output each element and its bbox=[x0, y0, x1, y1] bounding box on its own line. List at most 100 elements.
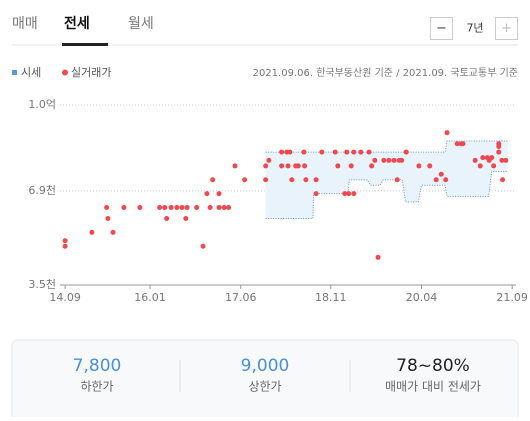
tab-underline bbox=[62, 43, 108, 46]
x-tick-label: 16.01 bbox=[134, 291, 166, 304]
transaction-point bbox=[416, 163, 422, 169]
transaction-point bbox=[266, 157, 272, 163]
transaction-point bbox=[263, 163, 269, 169]
y-tick-label: 1.0억 bbox=[28, 98, 56, 111]
transaction-point bbox=[216, 204, 222, 210]
transaction-point bbox=[472, 157, 478, 163]
x-tick-label: 18.11 bbox=[315, 291, 347, 304]
transaction-point bbox=[179, 204, 185, 210]
transaction-point bbox=[216, 191, 222, 197]
transaction-point bbox=[157, 204, 163, 210]
summary-value: 78~80% bbox=[396, 356, 470, 376]
transaction-point bbox=[302, 163, 308, 169]
transaction-point bbox=[287, 149, 293, 155]
transaction-point bbox=[369, 163, 375, 169]
transaction-point bbox=[210, 177, 216, 183]
summary-label: 하한가 bbox=[80, 380, 113, 394]
transaction-point bbox=[489, 155, 495, 161]
legend-label: 실거래가 bbox=[71, 66, 111, 79]
transaction-point bbox=[346, 191, 352, 197]
transaction-point bbox=[460, 141, 466, 147]
band-upper bbox=[265, 140, 508, 153]
transaction-point bbox=[500, 177, 506, 183]
transaction-point bbox=[444, 130, 450, 136]
transaction-point bbox=[104, 204, 110, 210]
transaction-point bbox=[381, 157, 387, 163]
legend-swatch bbox=[12, 70, 17, 75]
transaction-point bbox=[344, 149, 350, 155]
transaction-point bbox=[313, 177, 319, 183]
transaction-point bbox=[226, 204, 232, 210]
x-tick-label: 17.06 bbox=[225, 291, 257, 304]
transaction-point bbox=[204, 191, 210, 197]
summary-box bbox=[11, 339, 519, 421]
transaction-point bbox=[351, 149, 357, 155]
transaction-point bbox=[332, 149, 338, 155]
transaction-point bbox=[183, 216, 189, 222]
transaction-point bbox=[279, 149, 285, 155]
transaction-point bbox=[289, 177, 295, 183]
transaction-point bbox=[121, 204, 127, 210]
transaction-point bbox=[105, 216, 111, 222]
transaction-point bbox=[162, 204, 168, 210]
transaction-point bbox=[313, 191, 319, 197]
transaction-point bbox=[200, 243, 206, 249]
transaction-point bbox=[348, 163, 354, 169]
price-band bbox=[265, 141, 508, 219]
transaction-point bbox=[232, 163, 238, 169]
transaction-point bbox=[342, 191, 348, 197]
transaction-point bbox=[62, 238, 68, 244]
transaction-point bbox=[285, 163, 291, 169]
transaction-point bbox=[303, 177, 309, 183]
transaction-point bbox=[62, 243, 68, 249]
transaction-point bbox=[110, 229, 116, 235]
tab-active[interactable]: 전세 bbox=[64, 15, 90, 32]
transaction-point bbox=[375, 254, 381, 260]
legend-label: 시세 bbox=[21, 66, 41, 79]
transaction-point bbox=[279, 163, 285, 169]
plus-button[interactable] bbox=[495, 17, 518, 40]
x-tick-label: 14.09 bbox=[49, 291, 81, 304]
transaction-point bbox=[221, 204, 227, 210]
transaction-point bbox=[89, 229, 95, 235]
tab[interactable]: 월세 bbox=[128, 16, 154, 32]
transaction-point bbox=[477, 163, 483, 169]
transaction-point bbox=[301, 149, 307, 155]
minus-icon: − bbox=[436, 21, 447, 36]
minus-button[interactable] bbox=[430, 17, 453, 40]
transaction-point bbox=[263, 177, 269, 183]
transaction-point bbox=[394, 177, 400, 183]
source-note: 2021.09.06. 한국부동산원 기준 / 2021.09. 국토교통부 기… bbox=[253, 67, 518, 79]
x-tick-label: 20.04 bbox=[406, 291, 438, 304]
transaction-point bbox=[319, 149, 325, 155]
transaction-point bbox=[372, 157, 378, 163]
transaction-point bbox=[174, 204, 180, 210]
transaction-point bbox=[433, 177, 439, 183]
transaction-point bbox=[137, 204, 143, 210]
transaction-point bbox=[399, 157, 405, 163]
transaction-point bbox=[438, 171, 444, 177]
transaction-point bbox=[443, 177, 449, 183]
transaction-point bbox=[335, 163, 341, 169]
transaction-point bbox=[164, 216, 170, 222]
transaction-point bbox=[295, 163, 301, 169]
summary-value: 7,800 bbox=[73, 356, 122, 376]
band-lower bbox=[265, 170, 508, 220]
transaction-point bbox=[427, 163, 433, 169]
transaction-point bbox=[391, 157, 397, 163]
transaction-point bbox=[194, 204, 200, 210]
transaction-point bbox=[403, 149, 409, 155]
transaction-point bbox=[184, 204, 190, 210]
transaction-point bbox=[351, 191, 357, 197]
summary-label: 상한가 bbox=[248, 380, 281, 394]
x-tick-label: 21.09 bbox=[496, 291, 528, 304]
transaction-point bbox=[491, 163, 497, 169]
transaction-point bbox=[358, 149, 364, 155]
transaction-point bbox=[496, 144, 502, 150]
legend-swatch bbox=[62, 69, 68, 76]
y-tick-label: 6.9천 bbox=[28, 183, 56, 197]
transaction-point bbox=[496, 149, 502, 155]
tab[interactable]: 매매 bbox=[12, 16, 38, 32]
transaction-point bbox=[386, 157, 392, 163]
transaction-point bbox=[366, 149, 372, 155]
